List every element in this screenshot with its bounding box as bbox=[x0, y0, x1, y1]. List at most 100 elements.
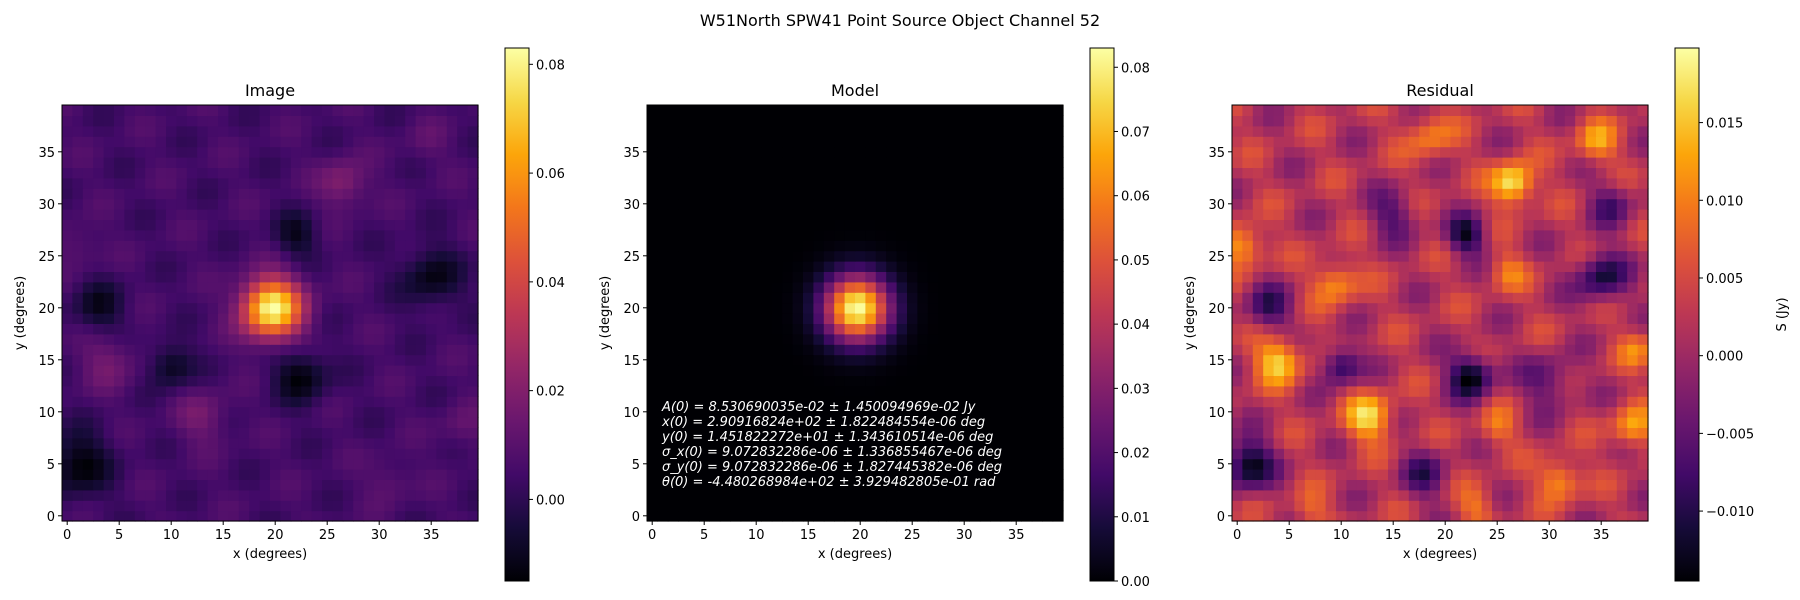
heatmap-cell bbox=[394, 146, 406, 158]
heatmap-cell bbox=[1440, 219, 1451, 231]
heatmap-cell bbox=[1336, 271, 1347, 283]
heatmap-cell bbox=[865, 479, 877, 491]
heatmap-cell bbox=[145, 209, 157, 220]
heatmap-cell bbox=[1031, 302, 1043, 314]
heatmap-cell bbox=[907, 271, 918, 283]
heatmap-cell bbox=[875, 417, 887, 428]
heatmap-cell bbox=[176, 448, 188, 460]
heatmap-cell bbox=[1564, 365, 1576, 376]
heatmap-cell bbox=[1336, 229, 1347, 241]
heatmap-cell bbox=[82, 489, 94, 501]
heatmap-cell bbox=[1512, 427, 1524, 439]
heatmap-cell bbox=[238, 167, 250, 179]
heatmap-cell bbox=[322, 198, 333, 210]
heatmap-cell bbox=[1450, 417, 1462, 428]
heatmap-cell bbox=[896, 510, 908, 522]
heatmap-cell bbox=[1242, 354, 1254, 366]
heatmap-cell bbox=[979, 219, 991, 231]
heatmap-cell bbox=[311, 427, 323, 439]
heatmap-cell bbox=[1398, 375, 1410, 387]
heatmap-cell bbox=[948, 500, 960, 512]
heatmap-cell bbox=[1011, 333, 1022, 345]
heatmap-cell bbox=[62, 292, 73, 304]
heatmap-cell bbox=[301, 250, 313, 262]
heatmap-cell bbox=[1304, 437, 1316, 449]
heatmap-cell bbox=[353, 219, 365, 231]
heatmap-cell bbox=[415, 469, 427, 480]
heatmap-cell bbox=[72, 344, 84, 356]
heatmap-cell bbox=[855, 198, 866, 210]
heatmap-cell bbox=[155, 157, 167, 168]
heatmap-cell bbox=[1232, 500, 1243, 512]
heatmap-cell bbox=[1242, 281, 1254, 293]
heatmap-cell bbox=[1388, 479, 1399, 491]
heatmap-cell bbox=[1011, 229, 1022, 241]
heatmap-cell bbox=[1481, 500, 1493, 512]
heatmap-cell bbox=[155, 489, 167, 501]
heatmap-cell bbox=[792, 396, 804, 408]
heatmap-cell bbox=[467, 489, 479, 501]
heatmap-cell bbox=[155, 198, 167, 210]
heatmap-cell bbox=[1252, 344, 1264, 356]
heatmap-cell bbox=[1481, 198, 1493, 210]
heatmap-cell bbox=[855, 406, 866, 418]
heatmap-cell bbox=[1512, 406, 1524, 418]
heatmap-cell bbox=[1554, 479, 1566, 491]
heatmap-cell bbox=[145, 302, 157, 314]
heatmap-cell bbox=[207, 427, 219, 439]
heatmap-cell bbox=[218, 500, 229, 512]
heatmap-cell bbox=[844, 229, 856, 241]
heatmap-cell bbox=[342, 333, 354, 345]
heatmap-cell bbox=[1564, 271, 1576, 283]
heatmap-cell bbox=[1263, 365, 1275, 376]
heatmap-cell bbox=[1232, 396, 1243, 408]
heatmap-cell bbox=[114, 125, 125, 137]
heatmap-cell bbox=[457, 105, 469, 116]
heatmap-cell bbox=[719, 240, 731, 252]
heatmap-cell bbox=[134, 323, 146, 335]
heatmap-cell bbox=[134, 229, 146, 241]
heatmap-cell bbox=[415, 333, 427, 345]
colorbar-tick-label: 0.07 bbox=[1121, 125, 1150, 140]
heatmap-cell bbox=[1346, 385, 1358, 397]
heatmap-cell bbox=[1232, 313, 1243, 324]
heatmap-cell bbox=[1471, 146, 1483, 158]
heatmap-cell bbox=[1471, 437, 1483, 449]
heatmap-cell bbox=[1021, 313, 1033, 324]
heatmap-cell bbox=[730, 302, 742, 314]
heatmap-cell bbox=[834, 188, 846, 200]
heatmap-cell bbox=[688, 198, 700, 210]
heatmap-cell bbox=[751, 177, 762, 189]
heatmap-cell bbox=[813, 510, 825, 522]
heatmap-cell bbox=[1252, 396, 1264, 408]
heatmap-cell bbox=[938, 146, 950, 158]
heatmap-cell bbox=[1042, 406, 1054, 418]
heatmap-cell bbox=[1263, 157, 1275, 168]
heatmap-cell bbox=[761, 500, 773, 512]
heatmap-cell bbox=[699, 209, 710, 220]
heatmap-cell bbox=[1232, 177, 1243, 189]
heatmap-cell bbox=[374, 177, 385, 189]
heatmap-cell bbox=[1263, 167, 1275, 179]
heatmap-cell bbox=[301, 313, 313, 324]
heatmap-cell bbox=[249, 198, 261, 210]
heatmap-cell bbox=[667, 417, 679, 428]
heatmap-cell bbox=[1273, 115, 1285, 127]
heatmap-cell bbox=[1460, 417, 1472, 428]
heatmap-cell bbox=[72, 313, 84, 324]
heatmap-cell bbox=[647, 396, 658, 408]
heatmap-cell bbox=[1315, 500, 1327, 512]
heatmap-cell bbox=[280, 323, 292, 335]
heatmap-cell bbox=[186, 146, 198, 158]
heatmap-cell bbox=[394, 125, 406, 137]
heatmap-cell bbox=[1471, 125, 1483, 137]
heatmap-cell bbox=[792, 125, 804, 137]
heatmap-cell bbox=[114, 458, 125, 470]
fit-parameter-annotation: y(0) = 1.451822272e+01 ± 1.343610514e-06… bbox=[661, 430, 993, 445]
heatmap-cell bbox=[1367, 177, 1379, 189]
heatmap-cell bbox=[1325, 167, 1337, 179]
heatmap-cell bbox=[1031, 261, 1043, 272]
heatmap-cell bbox=[938, 136, 950, 148]
heatmap-cell bbox=[1042, 437, 1054, 449]
heatmap-cell bbox=[719, 479, 731, 491]
